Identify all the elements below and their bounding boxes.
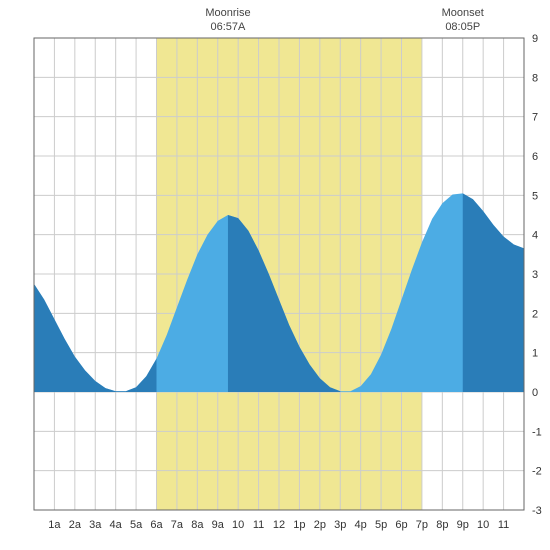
x-tick-label: 7a bbox=[171, 519, 184, 531]
x-tick-label: 2a bbox=[69, 519, 82, 531]
x-tick-label: 2p bbox=[314, 519, 326, 531]
moonrise-time: 06:57A bbox=[211, 21, 247, 33]
chart-svg: -3-2-101234567891a2a3a4a5a6a7a8a9a101112… bbox=[0, 0, 550, 550]
y-tick-label: 2 bbox=[532, 308, 538, 320]
x-tick-label: 11 bbox=[253, 519, 264, 531]
y-tick-label: 5 bbox=[532, 190, 538, 202]
y-tick-label: -3 bbox=[532, 505, 542, 517]
x-tick-label: 5p bbox=[375, 519, 387, 531]
y-tick-label: 3 bbox=[532, 269, 538, 281]
y-tick-label: 9 bbox=[532, 33, 538, 45]
x-tick-label: 11 bbox=[498, 519, 509, 531]
moonrise-title: Moonrise bbox=[205, 7, 250, 19]
y-tick-label: 8 bbox=[532, 72, 538, 84]
x-tick-label: 4a bbox=[110, 519, 123, 531]
y-tick-label: -2 bbox=[532, 466, 542, 478]
x-tick-label: 7p bbox=[416, 519, 428, 531]
moonset-title: Moonset bbox=[442, 7, 484, 19]
x-tick-label: 12 bbox=[273, 519, 285, 531]
x-tick-label: 6a bbox=[150, 519, 163, 531]
x-tick-label: 9a bbox=[212, 519, 225, 531]
tide-chart: -3-2-101234567891a2a3a4a5a6a7a8a9a101112… bbox=[0, 0, 550, 550]
y-tick-label: 0 bbox=[532, 387, 538, 399]
x-tick-label: 8a bbox=[191, 519, 204, 531]
x-tick-label: 10 bbox=[232, 519, 244, 531]
moonset-time: 08:05P bbox=[445, 21, 480, 33]
x-tick-label: 8p bbox=[436, 519, 448, 531]
x-tick-label: 1a bbox=[48, 519, 61, 531]
x-tick-label: 3p bbox=[334, 519, 346, 531]
x-tick-label: 5a bbox=[130, 519, 143, 531]
y-tick-label: -1 bbox=[532, 426, 542, 438]
x-tick-label: 9p bbox=[457, 519, 469, 531]
x-tick-label: 10 bbox=[477, 519, 489, 531]
x-tick-label: 6p bbox=[395, 519, 407, 531]
y-tick-label: 4 bbox=[532, 230, 538, 242]
x-tick-label: 3a bbox=[89, 519, 102, 531]
y-tick-label: 1 bbox=[532, 348, 538, 360]
x-tick-label: 1p bbox=[293, 519, 305, 531]
x-tick-label: 4p bbox=[355, 519, 367, 531]
y-tick-label: 7 bbox=[532, 112, 538, 124]
y-tick-label: 6 bbox=[532, 151, 538, 163]
